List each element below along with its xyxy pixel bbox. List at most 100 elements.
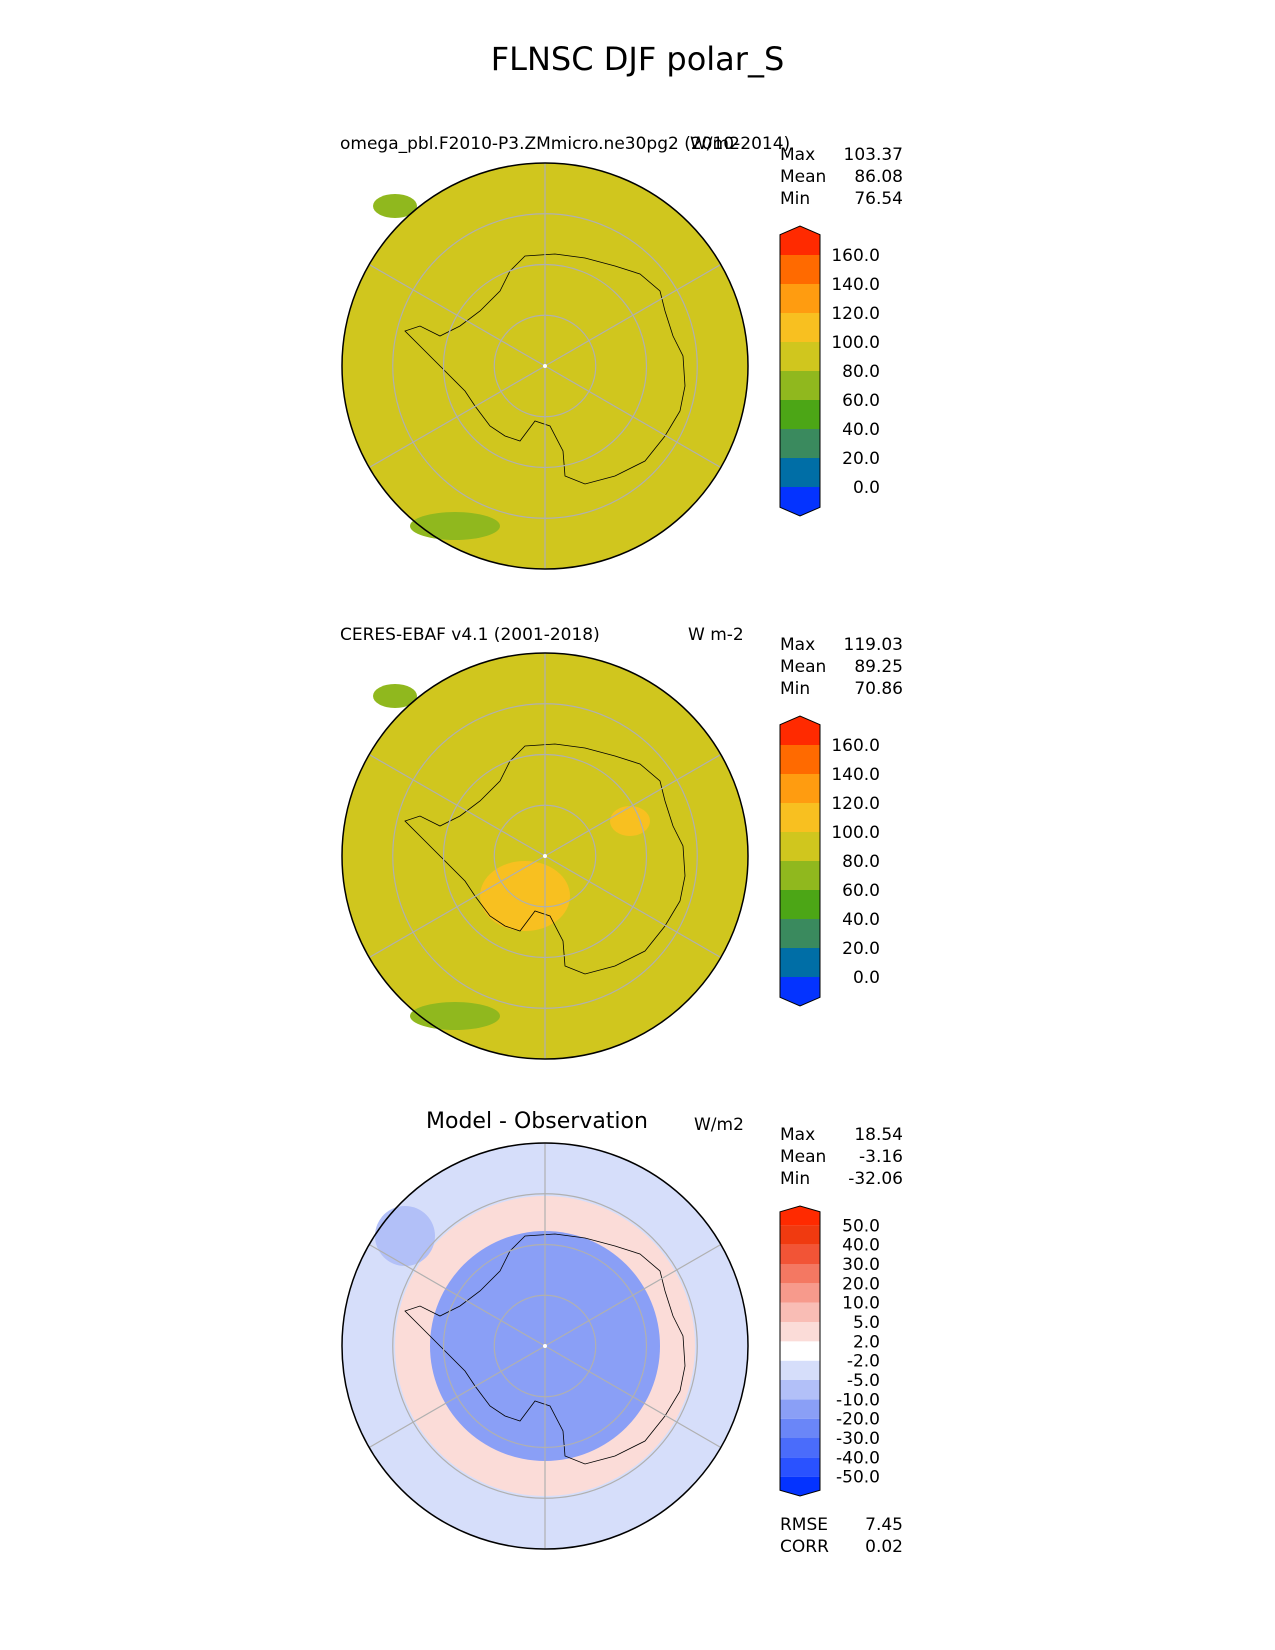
stat-value: 86.08 [854, 167, 903, 187]
graticule-meridian [368, 855, 546, 959]
colorbar-tick-label: 30.0 [842, 1255, 880, 1275]
stat-name: Mean [780, 167, 826, 187]
stat-value: 119.03 [844, 635, 903, 655]
colorbar-tick-label: -40.0 [836, 1448, 880, 1468]
stat-name: Min [780, 1169, 810, 1189]
stat-value: 7.45 [865, 1515, 903, 1535]
panel2-left-title: CERES-EBAF v4.1 (2001-2018) [340, 625, 600, 645]
panel2-units: W m-2 [688, 625, 744, 645]
stat-value: 70.86 [854, 679, 903, 699]
graticule-meridian [368, 263, 546, 367]
pole-marker [543, 854, 547, 858]
colorbar-tick-label: 60.0 [842, 881, 880, 901]
stat-name: Max [780, 1125, 815, 1145]
colorbar-outline [779, 1205, 821, 1497]
colorbar-outline [779, 715, 821, 1007]
stat-value: 0.02 [865, 1537, 903, 1557]
panel3-center-title: Model - Observation [426, 1109, 648, 1134]
colorbar-segment [780, 803, 820, 832]
graticule-meridian [544, 1345, 722, 1449]
graticule-meridian [544, 855, 722, 959]
antarctica-coastline [404, 253, 686, 485]
graticule-meridian [544, 365, 722, 469]
colorbar-tick-label: -30.0 [836, 1429, 880, 1449]
stat-value: 103.37 [844, 145, 903, 165]
colorbar-tick-label: 10.0 [842, 1294, 880, 1314]
colorbar-segment [780, 255, 820, 284]
colorbar-segment [780, 313, 820, 342]
field-patch-low [410, 1002, 500, 1030]
colorbar-segment [780, 890, 820, 919]
graticule-meridian [544, 753, 722, 857]
stat-name: Max [780, 145, 815, 165]
colorbar-segment [780, 458, 820, 487]
graticule-meridian [368, 753, 546, 857]
colorbar-segment [780, 1457, 820, 1477]
panel1-left-title: omega_pbl.F2010-P3.ZMmicro.ne30pg2 (2010… [340, 134, 791, 154]
colorbar-tick-label: 20.0 [842, 1274, 880, 1294]
stat-value: 76.54 [854, 189, 903, 209]
diff-patch-negative [375, 1206, 435, 1266]
colorbar-tick-label: 140.0 [831, 275, 880, 295]
colorbar-segment [780, 1322, 820, 1342]
field-patch-high [480, 861, 570, 931]
stat-name: Mean [780, 657, 826, 677]
colorbar-tick-label: -2.0 [847, 1352, 880, 1372]
colorbar-tick-label: 20.0 [842, 939, 880, 959]
colorbar-tick-label: 50.0 [842, 1216, 880, 1236]
colorbar-tick-label: 140.0 [831, 765, 880, 785]
panel3-units: W/m2 [694, 1115, 744, 1135]
colorbar-tick-label: 40.0 [842, 1236, 880, 1256]
colorbar-tick-label: -50.0 [836, 1468, 880, 1488]
stat-name: CORR [780, 1537, 829, 1557]
colorbar-tick-label: 2.0 [853, 1332, 880, 1352]
colorbar-segment [780, 1438, 820, 1458]
colorbar-segment [780, 919, 820, 948]
colorbar-segment [780, 745, 820, 774]
colorbar-tick-label: 60.0 [842, 391, 880, 411]
stat-name: RMSE [780, 1515, 828, 1535]
colorbar-extend-min [780, 977, 820, 1006]
colorbar-segment [780, 1283, 820, 1303]
colorbar-segment [780, 1225, 820, 1245]
graticule-meridian [544, 1243, 722, 1347]
field-patch-low [373, 194, 417, 218]
colorbar-tick-label: -10.0 [836, 1390, 880, 1410]
colorbar-tick-label: 20.0 [842, 449, 880, 469]
graticule-meridian [368, 1345, 546, 1449]
map-boundary [341, 1142, 749, 1550]
antarctica-coastline [404, 1233, 686, 1465]
colorbar-extend-min [780, 1476, 820, 1496]
stat-name: Max [780, 635, 815, 655]
colorbar-segment [780, 1302, 820, 1322]
colorbar-tick-label: 120.0 [831, 304, 880, 324]
colorbar-tick-label: 160.0 [831, 246, 880, 266]
colorbar-segment [780, 832, 820, 861]
colorbar-tick-label: 100.0 [831, 333, 880, 353]
colorbar-segment [780, 948, 820, 977]
graticule-meridian [368, 1243, 546, 1347]
stat-value: -3.16 [859, 1147, 903, 1167]
colorbar-segment [780, 1341, 820, 1361]
colorbar-tick-label: 100.0 [831, 823, 880, 843]
panel1-units: W/m2 [690, 134, 740, 154]
colorbar-segment [780, 284, 820, 313]
stat-name: Mean [780, 1147, 826, 1167]
pole-marker [543, 1344, 547, 1348]
graticule-meridian [368, 365, 546, 469]
colorbar-segment [780, 1360, 820, 1380]
colorbar-tick-label: 80.0 [842, 362, 880, 382]
colorbar-tick-label: 160.0 [831, 736, 880, 756]
colorbar-segment [780, 1418, 820, 1438]
map-boundary [341, 652, 749, 1060]
colorbar-tick-label: 40.0 [842, 420, 880, 440]
colorbar-segment [780, 861, 820, 890]
colorbar-extend-max [780, 226, 820, 255]
field-patch-high [610, 806, 650, 836]
graticule-meridian [544, 263, 722, 367]
figure-title: FLNSC DJF polar_S [490, 40, 785, 78]
colorbar-segment [780, 1380, 820, 1400]
colorbar-tick-label: 80.0 [842, 852, 880, 872]
map-boundary [341, 162, 749, 570]
colorbar-tick-label: 0.0 [853, 968, 880, 988]
